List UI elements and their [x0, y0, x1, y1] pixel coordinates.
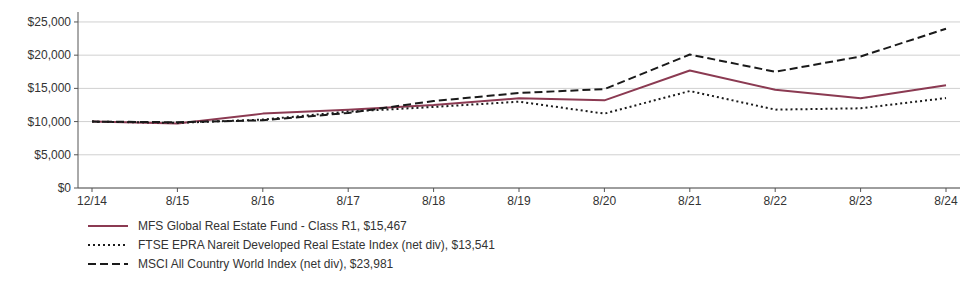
x-tick [946, 188, 947, 192]
x-axis: 12/14 8/15 8/16 8/17 8/18 8/19 8/20 8/21 8/22 8/2… [77, 188, 960, 208]
grid-line [78, 154, 960, 155]
x-tick-label: 8/15 [166, 194, 190, 208]
legend-swatch [88, 263, 128, 265]
x-tick [433, 188, 434, 192]
grid-line [78, 55, 960, 56]
series-line [92, 91, 946, 123]
x-tick-label: 8/18 [422, 194, 446, 208]
x-tick [689, 188, 690, 192]
y-axis-line [78, 12, 79, 188]
legend-label: MFS Global Real Estate Fund - Class R1, … [138, 219, 407, 233]
legend-label: FTSE EPRA Nareit Developed Real Estate I… [138, 238, 495, 252]
x-tick-label: 8/20 [593, 194, 617, 208]
x-tick [604, 188, 605, 192]
y-tick [74, 154, 78, 155]
series-line [92, 70, 946, 123]
y-tick-label: $0 [58, 181, 72, 195]
x-tick-label: 8/19 [507, 194, 531, 208]
y-tick [74, 88, 78, 89]
x-tick-label: 8/22 [764, 194, 788, 208]
chart-container: $0 $5,000 $10,000 $15,000 $20,000 $25,000 12/1… [0, 0, 975, 304]
y-tick-label: $20,000 [28, 48, 72, 62]
x-tick [177, 188, 178, 192]
x-tick-label: 12/14 [77, 194, 107, 208]
x-tick-label: 8/24 [934, 194, 958, 208]
x-tick [262, 188, 263, 192]
x-tick-label: 8/23 [849, 194, 873, 208]
grid-line [78, 21, 960, 22]
series-line [92, 29, 946, 123]
x-tick-label: 8/16 [251, 194, 275, 208]
x-tick [860, 188, 861, 192]
grid [78, 22, 960, 188]
grid-line [78, 121, 960, 122]
y-tick [74, 121, 78, 122]
legend: MFS Global Real Estate Fund - Class R1, … [88, 219, 495, 271]
lines [92, 29, 946, 124]
y-tick [74, 21, 78, 22]
legend-swatch [88, 244, 128, 246]
x-tick [519, 188, 520, 192]
y-tick-label: $25,000 [28, 15, 72, 29]
legend-label: MSCI All Country World Index (net div), … [138, 257, 394, 271]
x-tick-label: 8/17 [337, 194, 361, 208]
x-tick-label: 8/21 [678, 194, 702, 208]
y-axis: $0 $5,000 $10,000 $15,000 $20,000 $25,000 [28, 12, 78, 195]
y-tick [74, 188, 78, 189]
chart-svg: $0 $5,000 $10,000 $15,000 $20,000 $25,000 12/1… [0, 0, 975, 304]
y-tick [74, 55, 78, 56]
x-tick [348, 188, 349, 192]
y-tick-label: $5,000 [34, 148, 71, 162]
grid-line [78, 88, 960, 89]
legend-swatch [88, 225, 128, 227]
y-tick-label: $10,000 [28, 115, 72, 129]
y-tick-label: $15,000 [28, 81, 72, 95]
x-tick [775, 188, 776, 192]
x-tick [92, 188, 93, 192]
